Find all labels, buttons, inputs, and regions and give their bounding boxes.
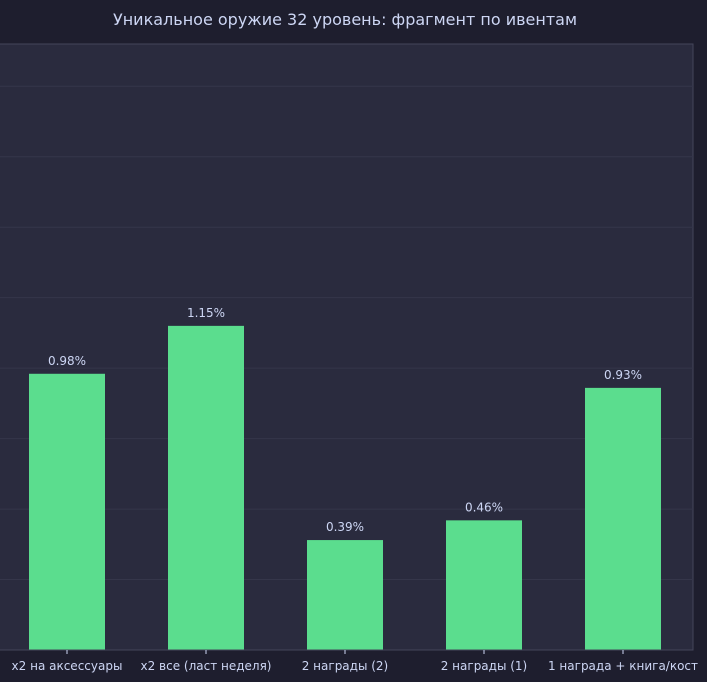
bar — [168, 325, 244, 650]
x-tick-label: x2 все (ласт неделя) — [140, 659, 271, 673]
x-tick-label: 2 награды (1) — [441, 659, 528, 673]
x-tick-label: x2 на аксессуары — [12, 659, 123, 673]
bar — [29, 373, 105, 650]
chart-title: Уникальное оружие 32 уровень: фрагмент п… — [112, 10, 578, 29]
data-label: 1.15% — [187, 306, 225, 320]
data-labels: 0.98% 1.15% 0.39% 0.46% 0.93% — [48, 306, 642, 534]
bar — [307, 540, 383, 650]
bars — [29, 325, 661, 650]
bar — [446, 520, 522, 650]
x-tick-label: 2 награды (2) — [302, 659, 389, 673]
data-label: 0.46% — [465, 500, 503, 514]
data-label: 0.98% — [48, 354, 86, 368]
x-tick-label: 1 награда + книга/кост — [548, 659, 698, 673]
data-label: 0.39% — [326, 520, 364, 534]
bar — [585, 387, 661, 650]
data-label: 0.93% — [604, 368, 642, 382]
x-axis: x2 на аксессуары x2 все (ласт неделя) 2 на… — [0, 649, 698, 673]
